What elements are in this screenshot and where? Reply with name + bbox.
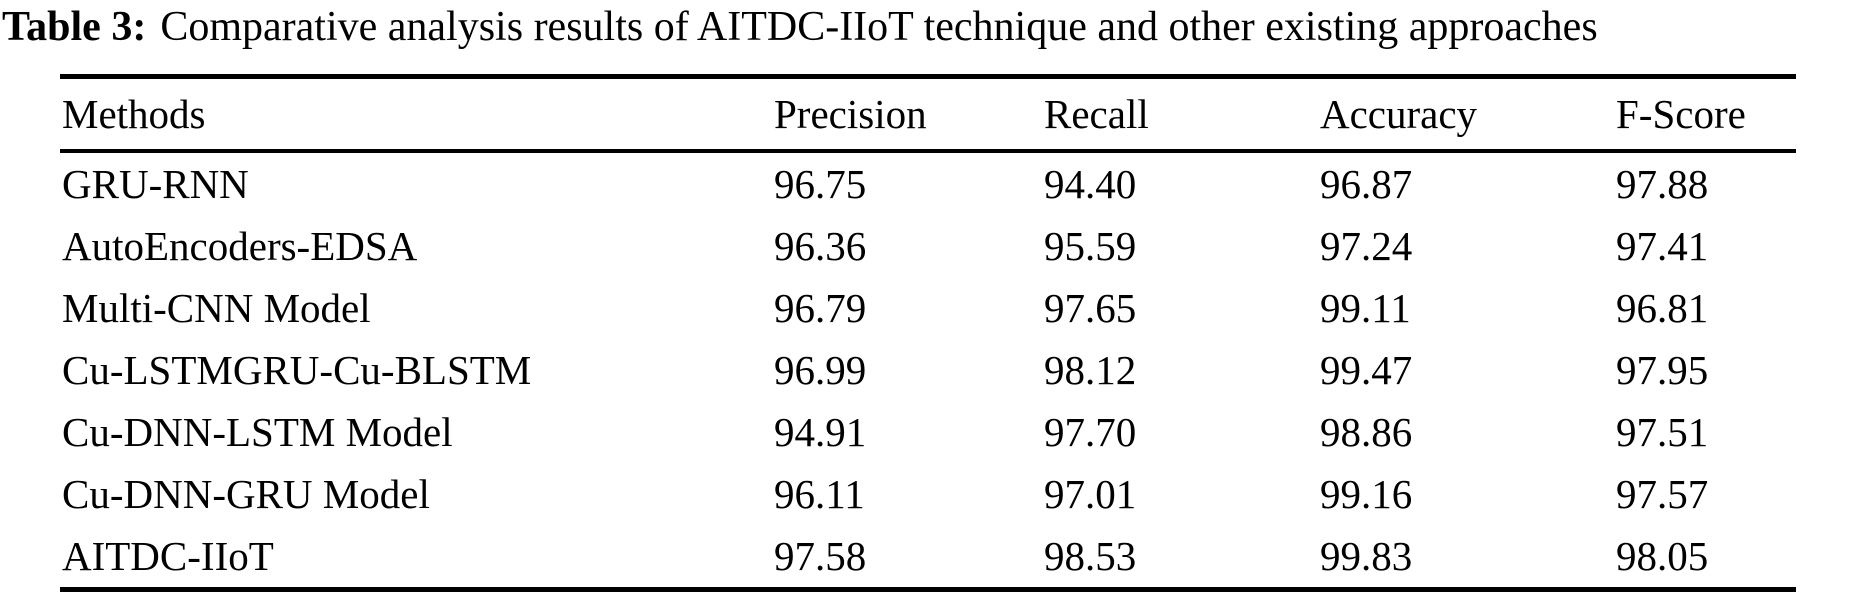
table-caption-text: Comparative analysis results of AITDC-II… <box>160 4 1598 50</box>
table-row: Cu-DNN-GRU Model 96.11 97.01 99.16 97.57 <box>60 463 1796 525</box>
column-header-methods: Methods <box>62 90 206 137</box>
cell-method: Cu-DNN-GRU Model <box>62 470 430 517</box>
cell-f-score: 97.41 <box>1616 222 1709 269</box>
cell-f-score: 97.88 <box>1616 160 1709 207</box>
cell-method: Cu-LSTMGRU-Cu-BLSTM <box>62 346 532 393</box>
cell-f-score: 97.95 <box>1616 346 1709 393</box>
column-header-f-score: F-Score <box>1616 90 1746 137</box>
cell-accuracy: 96.87 <box>1320 160 1413 207</box>
cell-recall: 95.59 <box>1044 222 1137 269</box>
cell-precision: 96.99 <box>774 346 867 393</box>
cell-recall: 94.40 <box>1044 160 1137 207</box>
results-table: Methods Precision Recall Accuracy F-Scor… <box>60 74 1796 592</box>
table-row: GRU-RNN 96.75 94.40 96.87 97.88 <box>60 153 1796 215</box>
cell-precision: 96.75 <box>774 160 867 207</box>
cell-accuracy: 99.47 <box>1320 346 1413 393</box>
cell-recall: 98.12 <box>1044 346 1137 393</box>
cell-method: GRU-RNN <box>62 160 249 207</box>
table-row: AutoEncoders-EDSA 96.36 95.59 97.24 97.4… <box>60 215 1796 277</box>
cell-precision: 96.79 <box>774 284 867 331</box>
table-caption-label: Table 3: <box>2 4 147 50</box>
cell-f-score: 96.81 <box>1616 284 1709 331</box>
cell-recall: 97.65 <box>1044 284 1137 331</box>
cell-recall: 98.53 <box>1044 532 1137 579</box>
cell-precision: 96.11 <box>774 470 865 517</box>
table-header-row: Methods Precision Recall Accuracy F-Scor… <box>60 79 1796 153</box>
table-caption: Table 3: Comparative analysis results of … <box>2 2 1854 52</box>
cell-precision: 96.36 <box>774 222 867 269</box>
cell-accuracy: 97.24 <box>1320 222 1413 269</box>
column-header-precision: Precision <box>774 90 927 137</box>
cell-accuracy: 99.16 <box>1320 470 1413 517</box>
cell-accuracy: 99.11 <box>1320 284 1411 331</box>
cell-method: Multi-CNN Model <box>62 284 371 331</box>
cell-f-score: 98.05 <box>1616 532 1709 579</box>
table-row: Multi-CNN Model 96.79 97.65 99.11 96.81 <box>60 277 1796 339</box>
cell-precision: 94.91 <box>774 408 867 455</box>
cell-recall: 97.01 <box>1044 470 1137 517</box>
cell-f-score: 97.57 <box>1616 470 1709 517</box>
cell-method: Cu-DNN-LSTM Model <box>62 408 453 455</box>
table-row: Cu-LSTMGRU-Cu-BLSTM 96.99 98.12 99.47 97… <box>60 339 1796 401</box>
table-row: AITDC-IIoT 97.58 98.53 99.83 98.05 <box>60 525 1796 587</box>
cell-f-score: 97.51 <box>1616 408 1709 455</box>
cell-method: AutoEncoders-EDSA <box>62 222 418 269</box>
column-header-recall: Recall <box>1044 90 1149 137</box>
cell-accuracy: 98.86 <box>1320 408 1413 455</box>
cell-accuracy: 99.83 <box>1320 532 1413 579</box>
column-header-accuracy: Accuracy <box>1320 90 1478 137</box>
cell-precision: 97.58 <box>774 532 867 579</box>
cell-recall: 97.70 <box>1044 408 1137 455</box>
table-row: Cu-DNN-LSTM Model 94.91 97.70 98.86 97.5… <box>60 401 1796 463</box>
cell-method: AITDC-IIoT <box>62 532 274 579</box>
